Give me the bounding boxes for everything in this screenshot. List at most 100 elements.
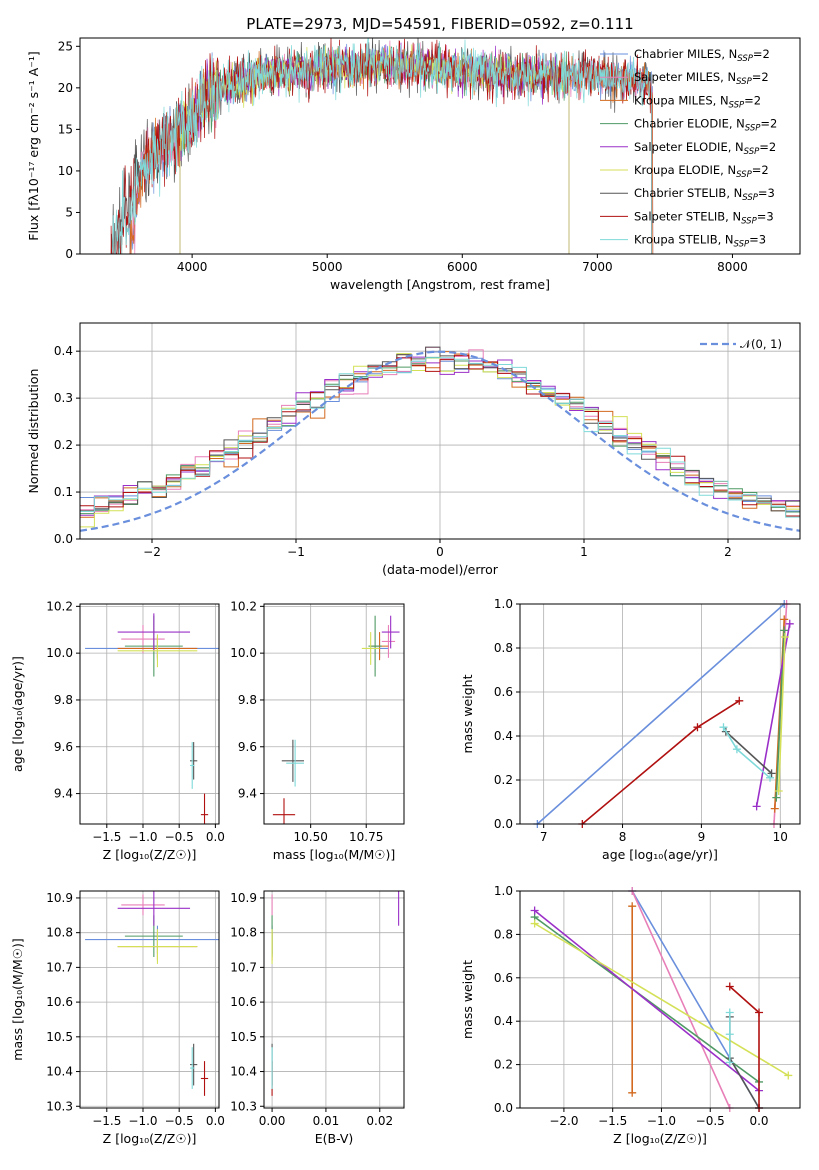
y-tick-label: 0.2 xyxy=(494,773,513,787)
x-axis-label: mass [log₁₀(M/M☉)] xyxy=(273,847,395,862)
y-axis-label: mass weight xyxy=(460,674,475,753)
x-axis-label: wavelength [Angstrom, rest frame] xyxy=(330,277,550,292)
y-tick-label: 9.6 xyxy=(54,740,73,754)
y-tick-label: 10 xyxy=(58,164,73,178)
data-point-marker xyxy=(732,745,741,754)
x-tick-label: 4000 xyxy=(177,260,208,274)
y-tick-label: 9.8 xyxy=(238,693,257,707)
y-tick-label: 10.5 xyxy=(46,1030,73,1044)
legend-entry: Chabrier ELODIE, NSSP=2 xyxy=(634,117,777,134)
x-tick-label: −2.0 xyxy=(549,1114,578,1128)
y-tick-label: 0.8 xyxy=(494,641,513,655)
data-point-marker xyxy=(780,626,789,635)
y-tick-label: 10.2 xyxy=(230,599,257,613)
x-tick-label: 0.0 xyxy=(749,1114,768,1128)
y-tick-label: 9.4 xyxy=(238,787,257,801)
x-axis-label: age [log₁₀(age/yr)] xyxy=(602,847,718,862)
y-tick-label: 10.6 xyxy=(46,995,73,1009)
data-point-marker xyxy=(530,906,539,915)
series-line xyxy=(534,922,789,1077)
legend-entry: Kroupa STELIB, NSSP=3 xyxy=(634,233,766,250)
data-point-marker xyxy=(725,1030,734,1039)
y-tick-label: 10.4 xyxy=(46,1065,73,1079)
y-tick-label: 10.8 xyxy=(230,926,257,940)
x-tick-label: −1.5 xyxy=(92,830,121,844)
y-tick-label: 0.4 xyxy=(494,729,513,743)
y-tick-label: 0.0 xyxy=(54,532,73,546)
series-line xyxy=(777,636,786,792)
age-vs-Z-panel: −1.5 −1.0 −0.5 0.0 9.4 9.6 9.8 10.0 10.2 Z [log₁₀… xyxy=(10,599,225,862)
x-tick-label: −0.5 xyxy=(165,1114,194,1128)
normal-curve xyxy=(79,350,801,532)
x-tick-label: 2 xyxy=(724,545,732,559)
x-tick-label: 7000 xyxy=(582,260,613,274)
x-tick-label: 0.0 xyxy=(206,830,225,844)
axes-frame xyxy=(79,37,801,255)
y-tick-label: 10.8 xyxy=(46,926,73,940)
x-tick-label: −1.5 xyxy=(598,1114,627,1128)
data-point-marker xyxy=(766,773,775,782)
x-tick-label: 8000 xyxy=(717,260,748,274)
y-tick-label: 0.3 xyxy=(54,391,73,405)
y-tick-label: 9.6 xyxy=(238,740,257,754)
x-tick-label: 10 xyxy=(773,830,788,844)
mass-vs-Z-panel: −1.5 −1.0 −0.5 0.0 10.3 10.4 10.5 10.6 10.7 10.8 1… xyxy=(10,890,225,1146)
series-line xyxy=(725,731,773,774)
x-tick-label: 1 xyxy=(580,545,588,559)
y-tick-label: 10.0 xyxy=(230,646,257,660)
series-line xyxy=(729,1016,760,1109)
x-tick-label: 10.75 xyxy=(349,830,383,844)
data-point-marker xyxy=(784,1071,793,1080)
data-point-marker xyxy=(628,902,637,911)
series-line xyxy=(534,916,760,1083)
x-tick-label: −1.0 xyxy=(128,830,157,844)
y-tick-label: 10.4 xyxy=(230,1065,257,1079)
y-tick-label: 10.3 xyxy=(46,1099,73,1113)
x-tick-label: −0.5 xyxy=(165,830,194,844)
y-tick-label: 9.8 xyxy=(54,693,73,707)
x-axis-label: Z [log₁₀(Z/Z☉)] xyxy=(103,847,197,862)
x-tick-label: 9 xyxy=(698,830,706,844)
data-point-marker xyxy=(770,804,779,813)
series-line xyxy=(729,985,760,1108)
x-tick-label: 0.00 xyxy=(259,1114,286,1128)
data-point-marker xyxy=(693,723,702,732)
y-axis-label: mass [log₁₀(M/M☉)] xyxy=(10,938,25,1060)
residuals-panel: −2 −1 0 1 2 0.0 0.1 0.2 0.3 0.4 (data-model)/error… xyxy=(26,322,801,577)
legend-entry: Chabrier STELIB, NSSP=3 xyxy=(634,186,775,203)
y-tick-label: 9.4 xyxy=(54,787,73,801)
data-point-marker xyxy=(781,633,790,641)
data-point-marker xyxy=(725,982,734,991)
y-tick-label: 10.7 xyxy=(230,960,257,974)
legend-entry: Salpeter MILES, NSSP=2 xyxy=(634,70,769,87)
x-tick-label: 5000 xyxy=(312,260,343,274)
y-tick-label: 10.5 xyxy=(230,1030,257,1044)
legend-entry: Kroupa MILES, NSSP=2 xyxy=(634,93,761,110)
y-axis-label: age [log₁₀(age/yr)] xyxy=(10,656,25,772)
y-tick-label: 5 xyxy=(65,205,73,219)
y-tick-label: 0.2 xyxy=(54,438,73,452)
y-tick-label: 15 xyxy=(58,122,73,136)
x-tick-label: −1.0 xyxy=(128,1114,157,1128)
data-point-marker xyxy=(628,1088,637,1097)
data-point-marker xyxy=(530,919,539,928)
x-axis-label: Z [log₁₀(Z/Z☉)] xyxy=(103,1131,197,1146)
y-tick-label: 0 xyxy=(65,247,73,261)
legend-entry: Kroupa ELODIE, NSSP=2 xyxy=(634,163,769,180)
x-tick-label: 6000 xyxy=(447,260,478,274)
spectrum-panel: 4000 5000 6000 7000 8000 0 5 10 15 20 25 wavelength… xyxy=(26,37,801,292)
massweight-vs-Z-panel: −2.0 −1.5 −1.0 −0.5 0.0 0.0 0.2 0.4 0.6 0.8 1.0 Z [… xyxy=(460,884,801,1146)
data-point-marker xyxy=(772,793,781,802)
x-tick-label: 10.50 xyxy=(293,830,327,844)
data-point-marker xyxy=(719,723,728,732)
y-tick-label: 1.0 xyxy=(494,884,513,898)
x-tick-label: −2 xyxy=(143,545,161,559)
axes-frame xyxy=(79,322,801,540)
x-tick-label: 0.02 xyxy=(366,1114,393,1128)
y-tick-label: 10.9 xyxy=(46,891,73,905)
axes-frame xyxy=(519,603,801,825)
y-axis-label: mass weight xyxy=(460,960,475,1039)
y-tick-label: 10.3 xyxy=(230,1099,257,1113)
y-axis-label: Normed distribution xyxy=(26,369,41,494)
